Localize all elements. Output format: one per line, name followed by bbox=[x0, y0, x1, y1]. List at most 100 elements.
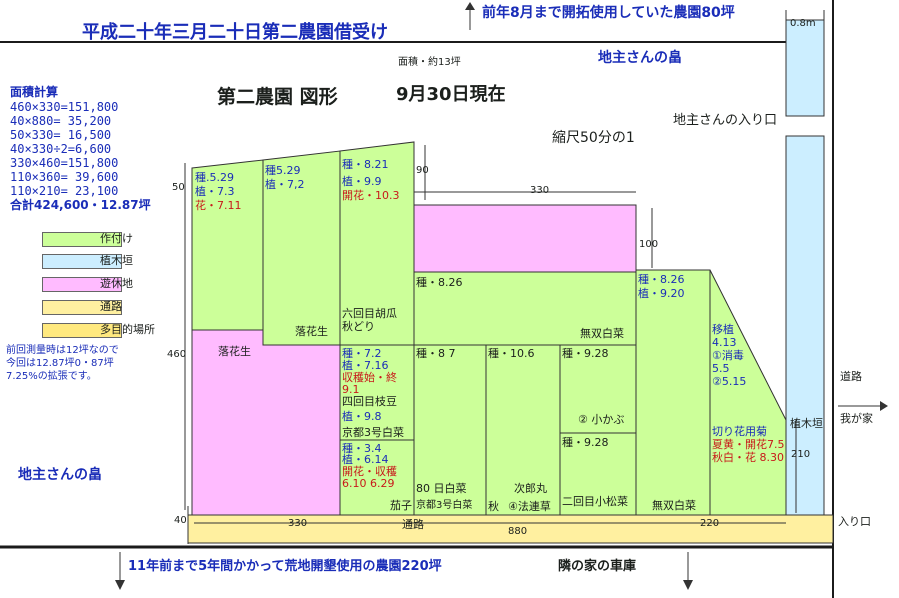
p1-line: 種.5.29 bbox=[195, 171, 234, 184]
p7-line: 6.10 6.29 bbox=[342, 477, 395, 490]
neighbor-label: 隣の家の車庫 bbox=[558, 559, 637, 574]
p8-line: 種・8 7 bbox=[416, 347, 456, 360]
plot-11 bbox=[559, 432, 637, 516]
calc-line: 330×460=151,800 bbox=[10, 156, 119, 170]
plot-5 bbox=[635, 269, 711, 516]
header-title: 平成二十年三月二十日第二農園借受け bbox=[82, 22, 388, 43]
calc-line: 110×360= 39,600 bbox=[10, 170, 119, 184]
p12-line: 移植 bbox=[712, 323, 734, 336]
p3-line: 植・9.9 bbox=[342, 175, 382, 188]
legend-swatch-fallow bbox=[42, 277, 122, 292]
dim-330-bottom: 330 bbox=[288, 518, 308, 529]
area-calc: 面積計算 460×330=151,800 40×880= 35,200 50×3… bbox=[10, 86, 151, 211]
p6-line: 植・7.16 bbox=[342, 359, 389, 372]
date-label: 9月30日現在 bbox=[396, 84, 506, 105]
calc-line: 460×330=151,800 bbox=[10, 100, 119, 114]
p9-name2: ④法連草 bbox=[508, 500, 551, 513]
p12-line: 4.13 bbox=[712, 336, 737, 349]
p11-name: 二回目小松菜 bbox=[562, 495, 628, 508]
prev-note: 前回測量時は12坪なので bbox=[6, 345, 119, 356]
p6-line: 9.1 bbox=[342, 383, 360, 396]
p2-name: 落花生 bbox=[295, 325, 328, 338]
p9-name: 次郎丸 bbox=[514, 482, 547, 495]
plot-10 bbox=[559, 344, 637, 434]
scale-label: 縮尺50分の1 bbox=[552, 130, 635, 146]
p4-name: 無双白菜 bbox=[580, 327, 624, 340]
legend-swatch-multi bbox=[42, 323, 122, 338]
p8-name2: 京都3号白菜 bbox=[416, 500, 473, 511]
p8-name: 80 日白菜 bbox=[416, 482, 467, 495]
path-label: 通路 bbox=[402, 518, 424, 531]
p1-name: 落花生 bbox=[218, 345, 251, 358]
dim-220: 220 bbox=[700, 518, 720, 529]
area-calc-title: 面積計算 bbox=[10, 85, 59, 99]
legend-swatch-hedge bbox=[42, 254, 122, 269]
p12-line: ②5.15 bbox=[712, 375, 747, 388]
hedge-top bbox=[785, 19, 825, 117]
p2-line: 種5.29 bbox=[265, 164, 301, 177]
plot-6 bbox=[339, 344, 415, 441]
p2-line: 植・7,2 bbox=[265, 178, 305, 191]
p5-line: 種・8.26 bbox=[638, 273, 685, 286]
p6b-line: 植・9.8 bbox=[342, 410, 382, 423]
bottom-note: 11年前まで5年間かかって荒地開墾使用の農園220坪 bbox=[128, 559, 442, 574]
p5-line: 植・9.20 bbox=[638, 287, 685, 300]
p1-line: 花・7.11 bbox=[195, 199, 242, 212]
p4-top: 種・8.26 bbox=[416, 276, 463, 289]
main-title: 第二農園 図形 bbox=[217, 86, 338, 108]
legend-swatch-planted bbox=[42, 232, 122, 247]
p7-name: 茄子 bbox=[390, 499, 412, 512]
p9-prefix: 秋 bbox=[488, 500, 499, 513]
to-home-label: 我が家 bbox=[840, 412, 873, 425]
p9-line: 種・10.6 bbox=[488, 347, 535, 360]
p6-name: 京都3号白菜 bbox=[342, 426, 404, 439]
legend-label: 作付け bbox=[100, 232, 133, 245]
p12b-line: 秋白・花 8.30 bbox=[712, 451, 784, 464]
legend-label: 通路 bbox=[100, 300, 122, 313]
header-note-top: 前年8月まで開拓使用していた農園80坪 bbox=[482, 5, 735, 21]
plot-8 bbox=[413, 344, 487, 516]
p12b-line: 切り花用菊 bbox=[712, 425, 767, 438]
p5-name: 無双白菜 bbox=[652, 499, 696, 512]
p3-name: 秋どり bbox=[342, 320, 375, 333]
p3-line: 開花・10.3 bbox=[342, 189, 400, 202]
calc-line: 110×210= 23,100 bbox=[10, 184, 119, 198]
landowner-left: 地主さんの畠 bbox=[18, 467, 102, 483]
calc-line: 40×330÷2=6,600 bbox=[10, 142, 112, 156]
p3-name: 六回目胡瓜 bbox=[342, 307, 397, 320]
calc-line: 40×880= 35,200 bbox=[10, 114, 112, 128]
hedge-right bbox=[785, 135, 825, 517]
road-label: 道路 bbox=[840, 370, 862, 383]
p10-line: 種・9.28 bbox=[562, 347, 609, 360]
dim-460: 460 bbox=[167, 349, 187, 360]
landowner-top: 地主さんの畠 bbox=[598, 50, 682, 66]
p12-line: 5.5 bbox=[712, 362, 730, 375]
p7-line: 種・3.4 bbox=[342, 442, 382, 455]
p6-line: 種・7.2 bbox=[342, 347, 382, 360]
dim-90: 90 bbox=[416, 165, 429, 176]
legend-swatch-road bbox=[42, 300, 122, 315]
prev-note: 7.25%の拡張です。 bbox=[6, 371, 97, 382]
p7-line: 開花・収穫 bbox=[342, 465, 397, 478]
p12b-line: 夏黄・開花7.5 bbox=[712, 438, 785, 451]
dim-210: 210 bbox=[791, 449, 811, 460]
p6-line: 収穫始・終 bbox=[342, 371, 397, 384]
calc-line: 50×330= 16,500 bbox=[10, 128, 112, 142]
dim-08: 0.8m bbox=[790, 18, 816, 29]
dim-880: 880 bbox=[508, 526, 528, 537]
plot-7 bbox=[339, 439, 415, 516]
p1-line: 植・7.3 bbox=[195, 185, 235, 198]
plot-12 bbox=[709, 269, 787, 516]
p6-line: 四回目枝豆 bbox=[342, 395, 397, 408]
plot-9 bbox=[485, 344, 561, 516]
hedge-label: 植木垣 bbox=[790, 417, 823, 430]
legend-label: 遊休地 bbox=[100, 277, 133, 290]
dim-330-top: 330 bbox=[530, 185, 550, 196]
p3-line: 種・8.21 bbox=[342, 158, 389, 171]
legend-label: 植木垣 bbox=[100, 254, 133, 267]
dim-100: 100 bbox=[639, 239, 659, 250]
dim-50: 50 bbox=[172, 182, 185, 193]
fallow-left bbox=[191, 329, 341, 516]
